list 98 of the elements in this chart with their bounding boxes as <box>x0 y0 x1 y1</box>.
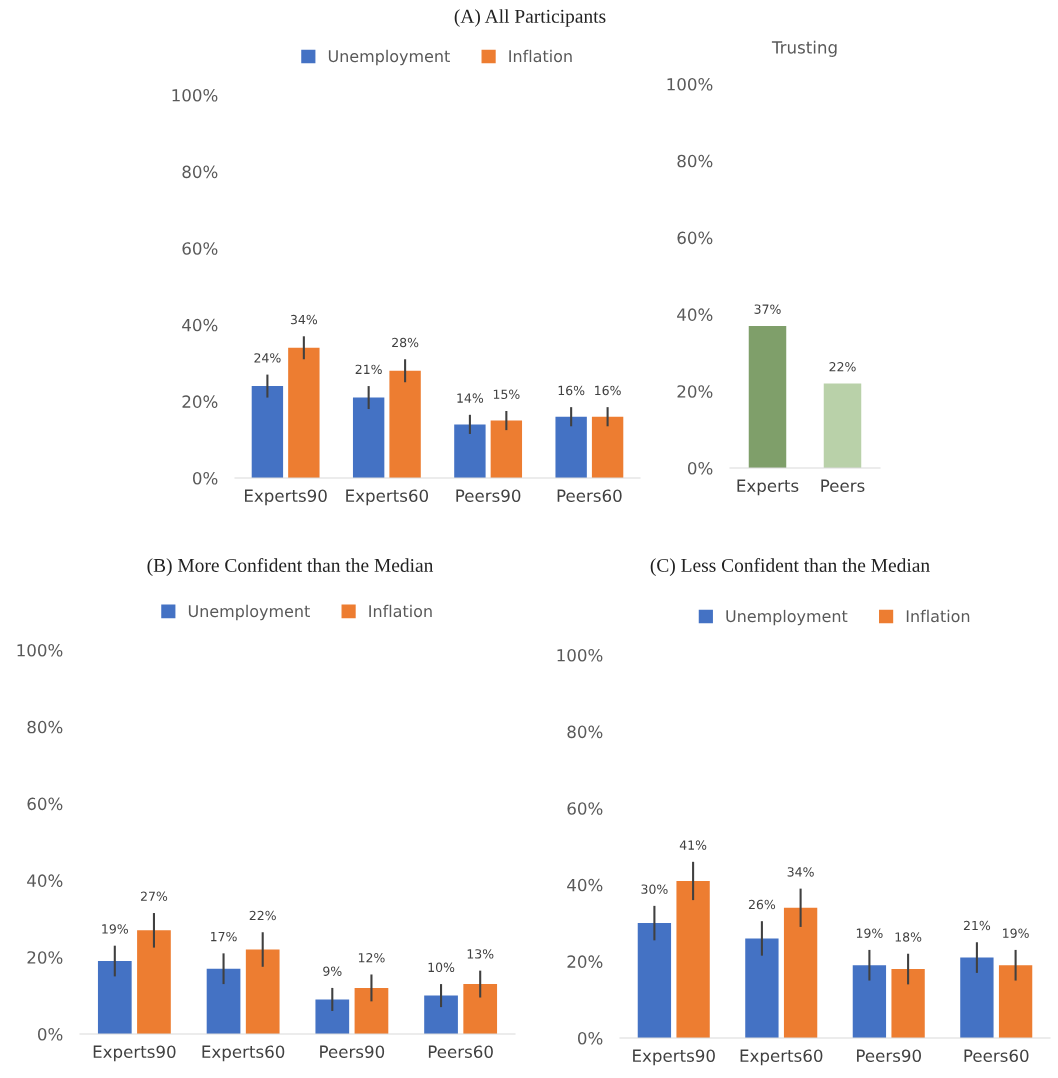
x-tick-label: Experts60 <box>740 1049 823 1066</box>
y-tick-label: 40% <box>182 318 218 332</box>
bar <box>424 995 458 1034</box>
data-label: 30% <box>641 884 668 894</box>
y-tick-label: 0% <box>577 1031 603 1045</box>
x-tick-label: Peers60 <box>428 1045 493 1059</box>
bar <box>389 370 421 478</box>
legend-label: Inflation <box>509 49 572 63</box>
data-label: 16% <box>558 385 585 396</box>
bar <box>783 907 818 1038</box>
y-tick-label: 0% <box>687 461 713 475</box>
bar <box>591 416 624 478</box>
bar <box>998 965 1033 1038</box>
bar <box>454 424 486 478</box>
y-tick-label: 80% <box>677 154 713 168</box>
y-tick-label: 100% <box>172 88 218 102</box>
legend-label: Unemployment <box>726 609 848 626</box>
x-tick-label: Experts90 <box>93 1045 176 1062</box>
y-tick-label: 100% <box>557 648 603 662</box>
chart-title: (A) All Participants <box>454 9 606 27</box>
bar <box>206 968 241 1034</box>
data-label: 26% <box>748 899 776 910</box>
bar <box>637 923 672 1038</box>
data-label: 19% <box>856 928 883 938</box>
data-label: 9% <box>323 966 342 976</box>
y-tick-label: 60% <box>27 797 63 811</box>
x-tick-label: Experts60 <box>202 1045 285 1062</box>
bar <box>852 965 887 1038</box>
data-label: 16% <box>595 385 621 396</box>
chart-title: (B) More Confident than the Median <box>147 558 434 576</box>
data-label: 13% <box>467 949 494 959</box>
data-label: 37% <box>754 304 781 314</box>
bar <box>745 938 779 1038</box>
y-tick-label: 60% <box>182 242 218 255</box>
y-tick-label: 20% <box>567 955 603 968</box>
y-tick-label: 20% <box>182 395 218 408</box>
y-tick-label: 60% <box>677 231 713 245</box>
data-label: 21% <box>355 364 382 375</box>
bar <box>245 949 280 1034</box>
data-label: 19% <box>102 924 128 934</box>
x-tick-label: Experts <box>737 479 799 496</box>
x-tick-label: Peers60 <box>557 489 622 503</box>
data-label: 21% <box>963 920 991 931</box>
chart-title: Trusting <box>771 40 837 57</box>
bar <box>490 420 523 478</box>
bar <box>463 984 498 1034</box>
data-label: 19% <box>1003 928 1029 938</box>
y-tick-label: 80% <box>567 725 603 739</box>
bar <box>352 397 385 478</box>
data-label: 22% <box>829 362 856 372</box>
y-tick-label: 0% <box>37 1027 63 1041</box>
bar <box>676 880 710 1038</box>
bar <box>960 957 994 1038</box>
data-label: 22% <box>249 910 276 921</box>
bar <box>137 930 171 1034</box>
data-label: 10% <box>428 962 455 973</box>
y-tick-label: 60% <box>567 802 603 815</box>
y-tick-label: 20% <box>677 385 713 398</box>
legend-label: Inflation <box>369 604 432 618</box>
y-tick-label: 80% <box>182 165 218 179</box>
data-label: 17% <box>211 931 237 942</box>
x-tick-label: Peers90 <box>456 489 521 503</box>
y-tick-label: 80% <box>27 720 63 734</box>
x-tick-label: Experts90 <box>633 1049 715 1066</box>
data-label: 41% <box>679 840 707 850</box>
bar <box>354 987 389 1034</box>
data-label: 34% <box>290 314 318 325</box>
bar <box>555 416 587 478</box>
y-tick-label: 40% <box>27 874 63 887</box>
y-tick-label: 100% <box>17 643 63 657</box>
x-tick-label: Experts90 <box>245 489 327 506</box>
y-tick-label: 100% <box>667 77 713 91</box>
bar <box>315 999 350 1034</box>
data-label: 28% <box>392 337 419 348</box>
legend-label: Unemployment <box>328 49 450 66</box>
data-label: 14% <box>457 393 484 403</box>
x-tick-label: Peers90 <box>857 1049 921 1063</box>
x-tick-label: Peers <box>821 479 865 493</box>
y-tick-label: 40% <box>677 308 713 321</box>
bar <box>251 386 284 478</box>
data-label: 27% <box>140 891 168 902</box>
y-tick-label: 40% <box>567 878 603 892</box>
bar <box>288 347 320 478</box>
bar <box>891 969 925 1038</box>
data-label: 15% <box>493 389 520 399</box>
chart-title: (C) Less Confident than the Median <box>650 558 930 576</box>
y-tick-label: 0% <box>192 471 218 485</box>
x-tick-label: Experts60 <box>346 489 429 506</box>
x-tick-label: Peers90 <box>320 1045 385 1059</box>
data-label: 18% <box>895 932 922 942</box>
data-label: 34% <box>787 867 814 877</box>
x-tick-label: Peers60 <box>964 1049 1029 1063</box>
data-label: 12% <box>358 953 385 963</box>
legend-label: Inflation <box>906 609 970 623</box>
bar <box>97 961 132 1034</box>
data-label: 24% <box>254 353 281 363</box>
legend-label: Unemployment <box>188 604 310 621</box>
y-tick-label: 20% <box>27 951 63 964</box>
